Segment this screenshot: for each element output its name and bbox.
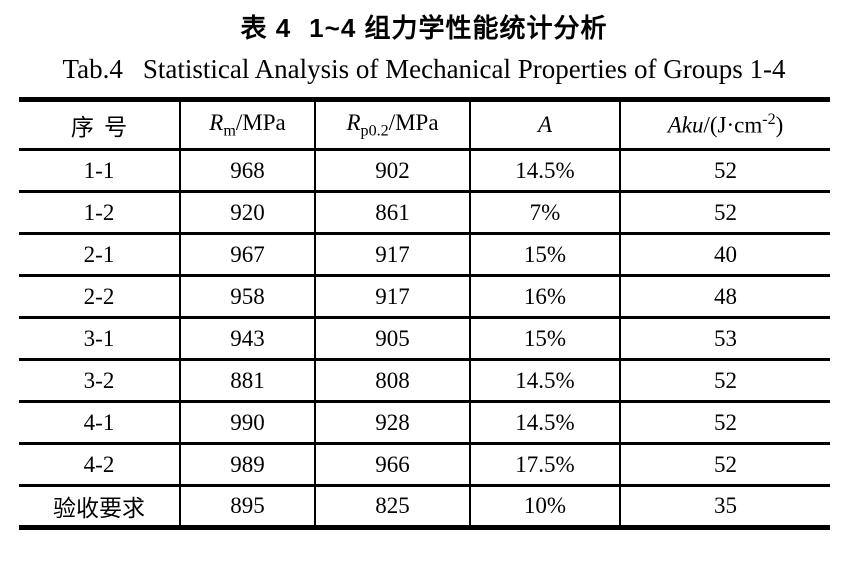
- value-cell-rp02: 861: [314, 191, 470, 235]
- value-cell-rp02: 966: [314, 443, 470, 487]
- value-cell-elongation: 15%: [469, 233, 620, 277]
- value-cell-elongation: 14.5%: [469, 359, 620, 403]
- table-caption-chinese: 表 4 1~4 组力学性能统计分析: [0, 10, 848, 46]
- header-row: 序号 Rm/MPa Rp0.2/MPa A Aku/(J·cm-2): [19, 99, 830, 151]
- value-cell-aku: 52: [619, 401, 830, 445]
- header-unit-aku-pre: /(J·cm: [703, 112, 763, 138]
- table-row: 4-2 989 966 17.5% 52: [19, 443, 830, 487]
- header-unit-aku-post: ): [775, 112, 784, 138]
- value-cell-aku: 52: [619, 149, 830, 193]
- value-cell-elongation: 10%: [469, 485, 620, 528]
- value-cell-rp02: 905: [314, 317, 470, 361]
- value-cell-rp02: 917: [314, 233, 470, 277]
- table-header: 序号 Rm/MPa Rp0.2/MPa A Aku/(J·cm-2): [19, 99, 830, 151]
- table-row: 4-1 990 928 14.5% 52: [19, 401, 830, 445]
- table-title-chinese: 1~4 组力学性能统计分析: [309, 13, 608, 43]
- row-label-cell: 3-2: [19, 359, 180, 403]
- value-cell-aku: 35: [619, 485, 830, 528]
- row-label-cell: 2-2: [19, 275, 180, 319]
- value-cell-rm: 895: [179, 485, 315, 528]
- header-unit-rp02: /MPa: [388, 109, 439, 135]
- table-row: 1-1 968 902 14.5% 52: [19, 149, 830, 193]
- value-cell-rm: 967: [179, 233, 315, 277]
- value-cell-aku: 48: [619, 275, 830, 319]
- table-caption-english: Tab.4 Statistical Analysis of Mechanical …: [0, 50, 848, 88]
- value-cell-rm: 881: [179, 359, 315, 403]
- value-cell-aku: 53: [619, 317, 830, 361]
- value-cell-aku: 52: [619, 443, 830, 487]
- header-symbol-rm: R: [209, 109, 224, 135]
- header-cell-rm: Rm/MPa: [179, 99, 315, 151]
- value-cell-elongation: 14.5%: [469, 149, 620, 193]
- table-row: 2-1 967 917 15% 40: [19, 233, 830, 277]
- row-label-cell: 1-2: [19, 191, 180, 235]
- value-cell-aku: 52: [619, 191, 830, 235]
- value-cell-elongation: 15%: [469, 317, 620, 361]
- table-row: 3-1 943 905 15% 53: [19, 317, 830, 361]
- header-label-sample-id: 序号: [70, 115, 138, 140]
- value-cell-rm: 943: [179, 317, 315, 361]
- mechanical-properties-table: 序号 Rm/MPa Rp0.2/MPa A Aku/(J·cm-2) 1-1 9…: [19, 97, 830, 530]
- value-cell-rp02: 902: [314, 149, 470, 193]
- header-cell-rp02: Rp0.2/MPa: [314, 99, 470, 151]
- table-number-english: Tab.4: [62, 54, 123, 84]
- value-cell-rp02: 917: [314, 275, 470, 319]
- table-row: 2-2 958 917 16% 48: [19, 275, 830, 319]
- value-cell-rp02: 928: [314, 401, 470, 445]
- row-label-cell: 3-1: [19, 317, 180, 361]
- header-symbol-aku: Aku: [667, 112, 704, 138]
- header-cell-elongation: A: [469, 99, 620, 151]
- header-symbol-elongation: A: [537, 112, 553, 137]
- table-title-english: Statistical Analysis of Mechanical Prope…: [142, 54, 786, 84]
- header-unit-rm: /MPa: [235, 109, 286, 135]
- value-cell-elongation: 17.5%: [469, 443, 620, 487]
- value-cell-rm: 958: [179, 275, 315, 319]
- header-cell-aku: Aku/(J·cm-2): [619, 99, 830, 151]
- value-cell-elongation: 14.5%: [469, 401, 620, 445]
- row-label-cell: 4-1: [19, 401, 180, 445]
- row-label-cell: 2-1: [19, 233, 180, 277]
- value-cell-rm: 990: [179, 401, 315, 445]
- table-body: 1-1 968 902 14.5% 52 1-2 920 861 7% 52 2…: [19, 149, 830, 528]
- value-cell-aku: 40: [619, 233, 830, 277]
- value-cell-aku: 52: [619, 359, 830, 403]
- header-superscript-aku: -2: [762, 111, 776, 129]
- value-cell-rp02: 825: [314, 485, 470, 528]
- table-row: 3-2 881 808 14.5% 52: [19, 359, 830, 403]
- row-label-cell: 4-2: [19, 443, 180, 487]
- header-subscript-rm: m: [223, 122, 236, 140]
- header-subscript-rp02: p0.2: [360, 122, 389, 140]
- header-symbol-rp02: R: [346, 109, 361, 135]
- value-cell-rm: 989: [179, 443, 315, 487]
- table-number-chinese: 表 4: [240, 13, 292, 43]
- table-row-acceptance-requirements: 验收要求 895 825 10% 35: [19, 485, 830, 528]
- value-cell-elongation: 7%: [469, 191, 620, 235]
- row-label-cell: 1-1: [19, 149, 180, 193]
- table-row: 1-2 920 861 7% 52: [19, 191, 830, 235]
- value-cell-rm: 920: [179, 191, 315, 235]
- header-cell-sample-id: 序号: [19, 99, 180, 151]
- value-cell-rp02: 808: [314, 359, 470, 403]
- row-label-cell: 验收要求: [53, 496, 145, 521]
- value-cell-elongation: 16%: [469, 275, 620, 319]
- value-cell-rm: 968: [179, 149, 315, 193]
